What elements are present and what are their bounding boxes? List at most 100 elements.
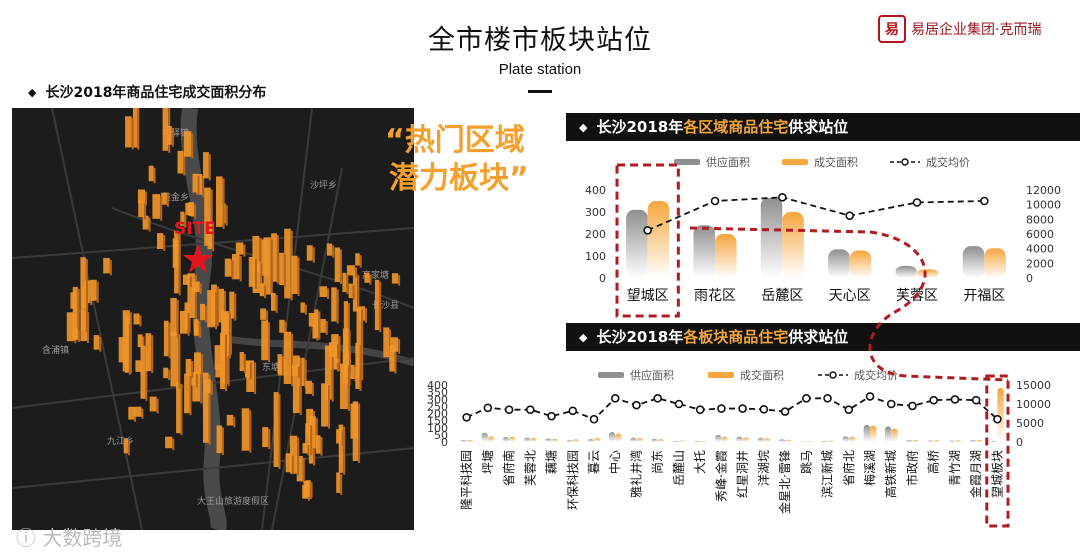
- legend-label-deal: 成交面积: [740, 368, 784, 382]
- map-deal-bar-shade: [180, 383, 183, 436]
- map-deal-bar-shade: [325, 321, 328, 335]
- map-deal-bar-shade: [166, 194, 169, 207]
- y2-tick-label: 10000: [1026, 199, 1061, 212]
- price-point: [568, 406, 578, 416]
- bar-deal: [827, 440, 834, 442]
- map-deal-bar: [315, 435, 321, 454]
- x-category-label: 金星北·雷锋: [777, 450, 792, 514]
- map-deal-bar-shade: [359, 255, 362, 268]
- map-deal-bar-shade: [312, 247, 315, 263]
- price-point: [778, 193, 787, 202]
- chart-legend: 供应面积 成交面积 成交均价: [598, 368, 898, 382]
- map-deal-bar: [248, 257, 255, 287]
- map-deal-bar-shade: [304, 304, 307, 315]
- map-deal-bar-shade: [77, 288, 80, 342]
- bar-deal: [763, 438, 771, 442]
- map-deal-bar-shade: [318, 311, 321, 340]
- map-deal-bar-shade: [137, 108, 140, 150]
- x-category-label: 暮云: [587, 450, 601, 474]
- map-deal-bar-shade: [358, 403, 361, 463]
- y2-tick-label: 6000: [1026, 228, 1054, 241]
- map-deal-bar-shade: [172, 438, 175, 451]
- map-deal-bar: [216, 176, 223, 227]
- map-deal-bar: [128, 406, 134, 420]
- map-deal-bar: [137, 189, 145, 204]
- map-deal-bar: [271, 293, 276, 311]
- map-place-label: 大王山旅游度假区: [197, 495, 269, 507]
- category-group: 大托: [693, 440, 707, 474]
- site-star-icon: [183, 244, 213, 273]
- map-deal-bar: [303, 481, 310, 497]
- category-group: 洋湖垸: [756, 437, 771, 486]
- x-category-label: 岳麓山: [672, 450, 686, 486]
- map-deal-bar: [163, 367, 169, 379]
- legend-marker-price: [829, 371, 837, 379]
- map-deal-bar: [185, 202, 192, 216]
- map-deal-bar-shade: [210, 380, 213, 396]
- map-deal-bar-shade: [215, 292, 218, 330]
- map-deal-bar-shade: [249, 362, 252, 380]
- map-deal-bar-shade: [249, 410, 252, 453]
- map-deal-bar-shade: [168, 369, 171, 381]
- bar-supply: [863, 424, 870, 442]
- chart-legend: 供应面积 成交面积 成交均价: [674, 155, 970, 169]
- category-group: 高桥: [926, 440, 941, 474]
- category-group: 红星洞井: [735, 436, 750, 498]
- map-deal-bar-shade: [85, 259, 88, 333]
- district-chart-svg: 供应面积 成交面积 成交均价0100200300400020004000600080…: [585, 155, 1061, 318]
- category-group: 隆平科技园: [459, 439, 474, 510]
- y2-tick-label: 5000: [1016, 417, 1044, 430]
- plate-title-suffix: 供求站位: [788, 328, 849, 346]
- map-deal-bar: [342, 272, 347, 293]
- map-deal-bar: [355, 343, 360, 389]
- y-tick-label: 350: [427, 386, 448, 399]
- bar-deal: [782, 212, 804, 278]
- map-deal-bar-shade: [354, 267, 357, 278]
- category-group: 暮云: [587, 438, 601, 474]
- x-category-label: 青竹湖: [947, 450, 962, 486]
- map-road: [51, 108, 143, 530]
- map-deal-bar: [232, 254, 240, 280]
- map-deal-bar: [138, 200, 145, 218]
- bar-supply: [799, 441, 807, 442]
- bar-deal: [466, 439, 473, 442]
- x-category-label: 坪塘: [480, 450, 495, 474]
- map-deal-bar-shade: [189, 375, 192, 416]
- category-group: 藕塘: [544, 438, 559, 474]
- category-group: 梅溪湖: [862, 424, 877, 486]
- x-category-label: 雅礼井湾: [628, 450, 643, 498]
- map-deal-bar: [284, 228, 291, 299]
- map-deal-bar: [296, 456, 303, 482]
- bar-deal: [742, 437, 749, 442]
- map-deal-bar-shade: [349, 352, 351, 373]
- map-deal-bar-shade: [243, 244, 246, 257]
- page-subtitle: Plate station: [498, 61, 582, 78]
- map-deal-bar-shade: [275, 295, 278, 313]
- map-deal-bar-shade: [129, 312, 132, 374]
- category-group: 坪塘: [480, 432, 495, 474]
- plate-chart-svg: 供应面积 成交面积 成交均价0501001502002503003504000500…: [427, 368, 1051, 528]
- map-deal-bar-shade: [144, 202, 147, 220]
- map-deal-bar-shade: [254, 362, 257, 394]
- highlight-box: [985, 374, 1010, 528]
- category-group: 望城区: [626, 201, 670, 304]
- map-deal-bar-shade: [315, 418, 318, 451]
- map-deal-bar-shade: [291, 333, 294, 386]
- price-point: [632, 400, 641, 410]
- map-deal-bar: [190, 372, 196, 386]
- bar-supply: [693, 440, 701, 442]
- brand-seal-icon: 易: [878, 15, 906, 43]
- map-deal-bar: [326, 243, 333, 256]
- map-deal-bar-shade: [389, 329, 392, 360]
- map-place-label: 沙坪乡: [310, 180, 337, 191]
- map-deal-bar: [204, 187, 211, 246]
- map-deal-bar-shade: [352, 285, 355, 301]
- map-deal-bar-shade: [398, 275, 401, 286]
- price-point: [912, 198, 922, 207]
- map-deal-bar: [224, 258, 232, 277]
- map-deal-bar-shade: [346, 274, 349, 295]
- map-deal-bar-shade: [178, 334, 181, 389]
- map-deal-bar: [207, 290, 215, 328]
- map-deal-bar-shade: [340, 474, 343, 495]
- diamond-bullet-icon: ◆: [28, 86, 37, 99]
